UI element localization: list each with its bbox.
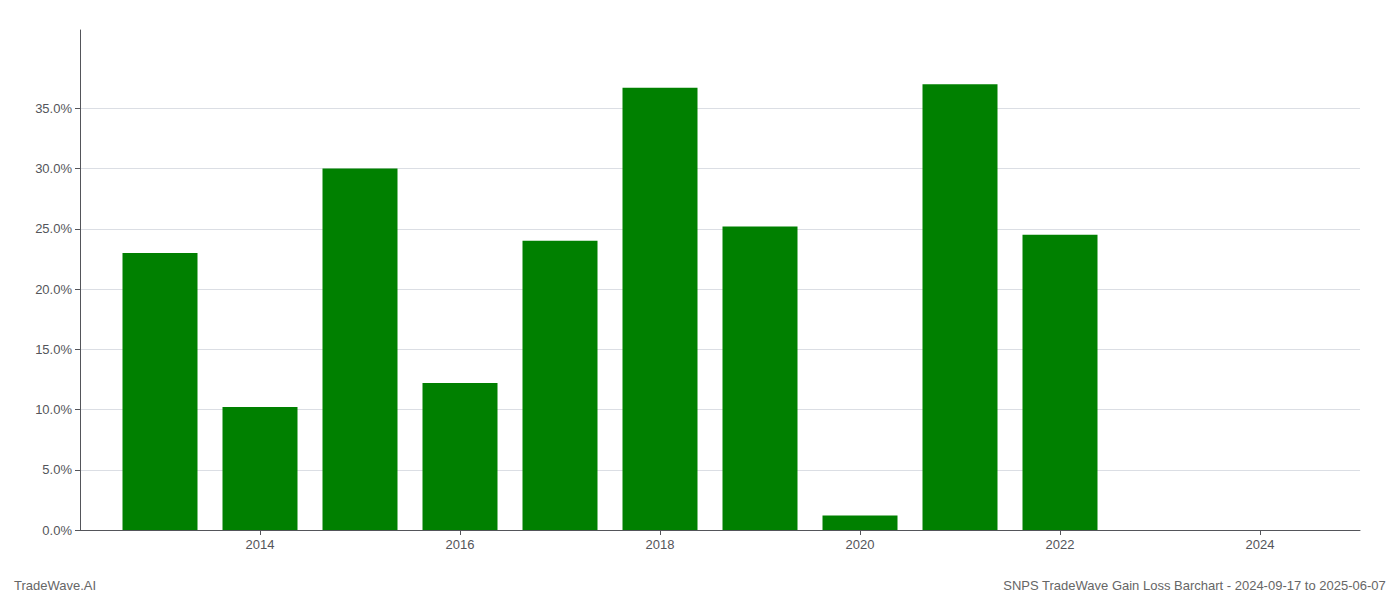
svg-text:2018: 2018 — [646, 537, 675, 552]
svg-text:35.0%: 35.0% — [35, 101, 72, 116]
svg-text:25.0%: 25.0% — [35, 221, 72, 236]
svg-text:2024: 2024 — [1246, 537, 1275, 552]
svg-text:15.0%: 15.0% — [35, 342, 72, 357]
svg-text:2022: 2022 — [1046, 537, 1075, 552]
svg-text:30.0%: 30.0% — [35, 161, 72, 176]
svg-text:SNPS TradeWave Gain Loss Barch: SNPS TradeWave Gain Loss Barchart - 2024… — [1003, 578, 1386, 593]
svg-text:2020: 2020 — [846, 537, 875, 552]
svg-text:2016: 2016 — [446, 537, 475, 552]
svg-text:10.0%: 10.0% — [35, 402, 72, 417]
svg-text:0.0%: 0.0% — [42, 523, 72, 538]
svg-text:5.0%: 5.0% — [42, 462, 72, 477]
svg-text:20.0%: 20.0% — [35, 282, 72, 297]
svg-text:2014: 2014 — [246, 537, 275, 552]
svg-text:TradeWave.AI: TradeWave.AI — [14, 578, 96, 593]
